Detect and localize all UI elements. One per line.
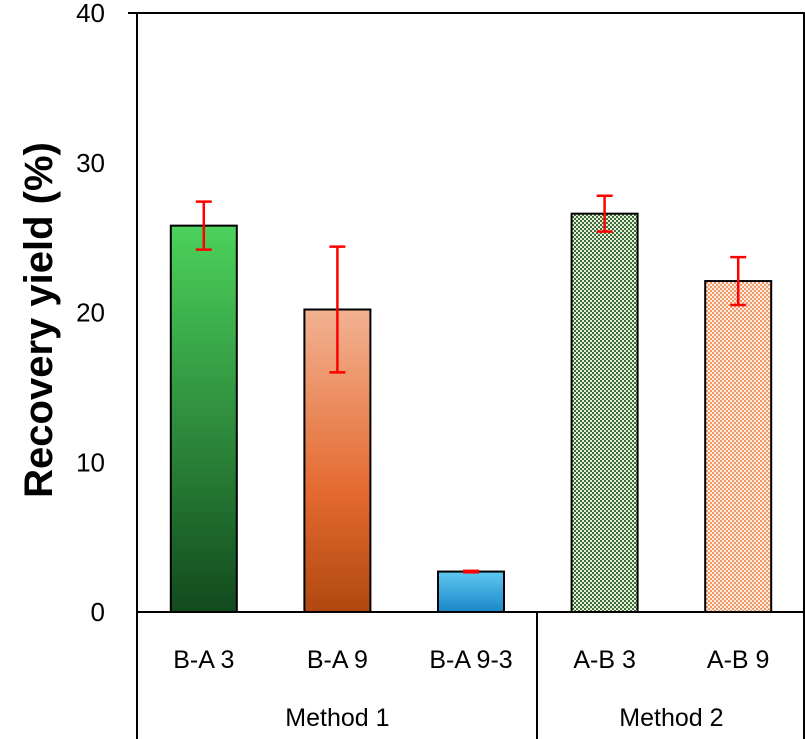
y-tick-labels: 0 10 20 30 40 — [76, 0, 105, 627]
x-tick-label-b-a-9-3: B-A 9-3 — [429, 646, 512, 674]
y-tick-label-20: 20 — [76, 298, 105, 328]
x-tick-label-b-a-3: B-A 3 — [173, 646, 234, 674]
error-bar-a-b-3 — [596, 194, 613, 233]
y-axis-label: Recovery yield (%) — [17, 142, 61, 498]
bar-a-b-3 — [570, 212, 639, 613]
error-bar-b-a-9 — [329, 245, 346, 374]
error-bar-b-a-9-3 — [463, 569, 479, 574]
error-bar-a-b-9 — [730, 255, 747, 307]
x-tick-label-a-b-9: A-B 9 — [707, 646, 770, 674]
error-bar-b-a-3 — [195, 200, 212, 251]
bars — [169, 212, 773, 614]
group-label-2: Method 2 — [619, 704, 723, 732]
x-tick-label-a-b-3: A-B 3 — [573, 646, 636, 674]
y-tick-label-40: 40 — [76, 0, 105, 28]
bar-b-a-3 — [169, 224, 238, 614]
category-labels: B-A 3 B-A 9 B-A 9-3 A-B 3 A-B 9 Method 1 Metho… — [173, 646, 769, 732]
bar-b-a-9-3 — [437, 570, 505, 614]
y-tick-label-10: 10 — [76, 447, 105, 477]
y-tick-label-0: 0 — [91, 597, 105, 627]
group-label-1: Method 1 — [285, 704, 389, 732]
bar-a-b-9 — [704, 280, 773, 613]
error-bars — [195, 194, 747, 574]
x-tick-label-b-a-9: B-A 9 — [307, 646, 368, 674]
y-tick-label-30: 30 — [76, 148, 105, 178]
